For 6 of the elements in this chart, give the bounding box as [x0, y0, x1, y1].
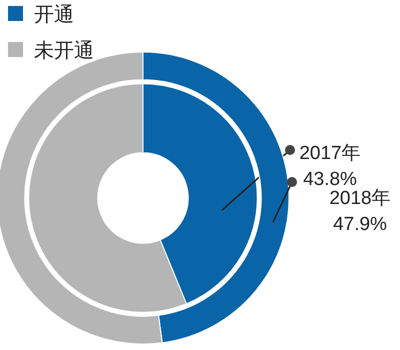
- legend-label: 开通: [34, 4, 74, 26]
- data-label: 43.8%: [303, 169, 358, 190]
- slice-label: 2018年: [329, 188, 391, 209]
- slice-label: 2017年: [299, 143, 361, 164]
- legend-label: 未开通: [34, 40, 94, 62]
- data-label: 47.9%: [333, 214, 388, 235]
